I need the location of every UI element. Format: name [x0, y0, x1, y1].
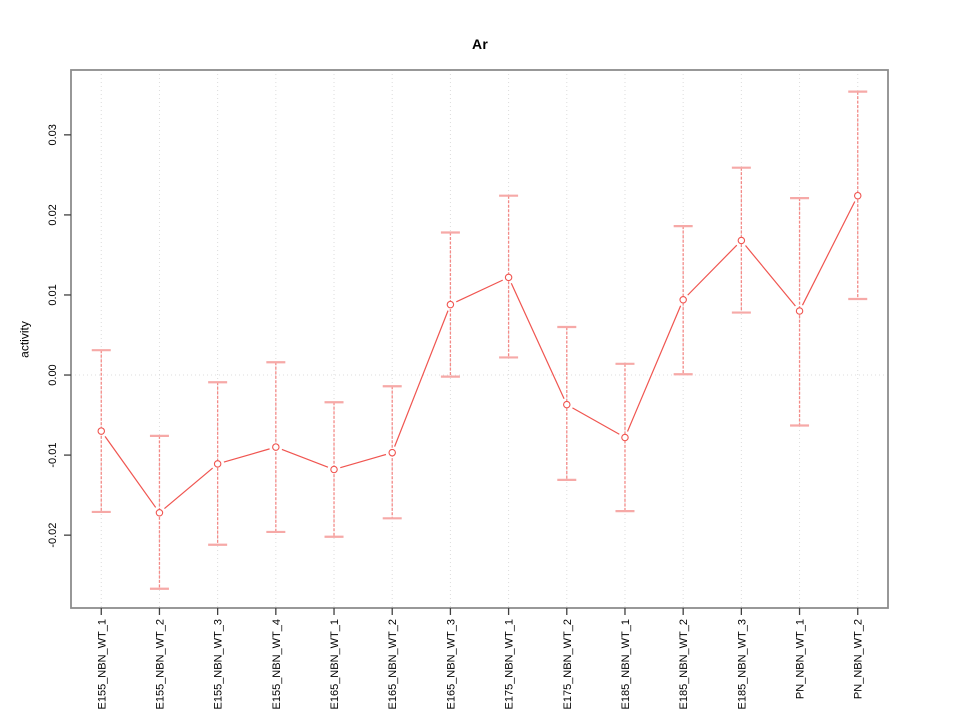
series-segment: [164, 467, 214, 510]
series-segment: [572, 407, 620, 435]
x-tick-label: E185_NBN_WT_3: [736, 619, 748, 710]
data-point-marker: [563, 400, 571, 409]
y-tick-label: 0.03: [47, 124, 59, 145]
series-segment: [394, 310, 449, 447]
data-point-marker: [621, 433, 629, 442]
y-tick-label: 0.01: [47, 284, 59, 305]
data-point-marker: [737, 236, 746, 245]
x-tick-label: PN_NBN_WT_1: [795, 619, 807, 699]
data-point-marker: [330, 465, 338, 474]
y-tick-label: -0.01: [47, 443, 59, 468]
series-segment: [510, 283, 565, 399]
series-segment: [223, 448, 270, 463]
x-tick-label: E175_NBN_WT_2: [562, 619, 574, 710]
data-point-marker: [504, 273, 513, 282]
data-point-marker: [97, 427, 106, 435]
x-tick-label: E175_NBN_WT_1: [504, 619, 516, 710]
chart-title: Ar: [472, 36, 488, 52]
x-tick-label: PN_NBN_WT_2: [853, 619, 865, 699]
plot-border: [70, 69, 889, 609]
series-segment: [456, 279, 503, 303]
x-tick-label: E165_NBN_WT_1: [329, 619, 341, 710]
y-tick-label: -0.02: [47, 523, 59, 548]
series-segment: [340, 453, 387, 469]
x-tick-label: E155_NBN_WT_4: [271, 619, 283, 710]
data-point-marker: [853, 191, 862, 200]
y-tick-label: 0.00: [47, 364, 59, 385]
x-tick-label: E185_NBN_WT_2: [678, 619, 690, 710]
series-segment: [626, 305, 682, 432]
data-point-marker: [446, 300, 455, 309]
series-segment: [281, 448, 329, 468]
data-point-marker: [213, 460, 222, 468]
x-tick-label: E165_NBN_WT_3: [445, 619, 457, 710]
x-tick-label: E165_NBN_WT_2: [387, 619, 399, 710]
data-point-marker: [795, 307, 804, 315]
y-tick-label: 0.02: [47, 204, 59, 225]
y-axis-title: activity: [17, 321, 32, 358]
series-segment: [687, 244, 738, 296]
x-tick-label: E185_NBN_WT_1: [620, 619, 632, 710]
x-tick-label: E155_NBN_WT_1: [96, 619, 108, 710]
series-segment: [745, 245, 796, 307]
x-tick-label: E155_NBN_WT_2: [154, 619, 166, 710]
series-segment: [104, 436, 157, 508]
data-point-marker: [679, 296, 687, 304]
data-point-marker: [272, 443, 280, 451]
data-point-marker: [155, 508, 164, 517]
x-tick-label: E155_NBN_WT_3: [213, 619, 225, 710]
series-segment: [801, 201, 856, 306]
data-point-marker: [388, 448, 396, 457]
